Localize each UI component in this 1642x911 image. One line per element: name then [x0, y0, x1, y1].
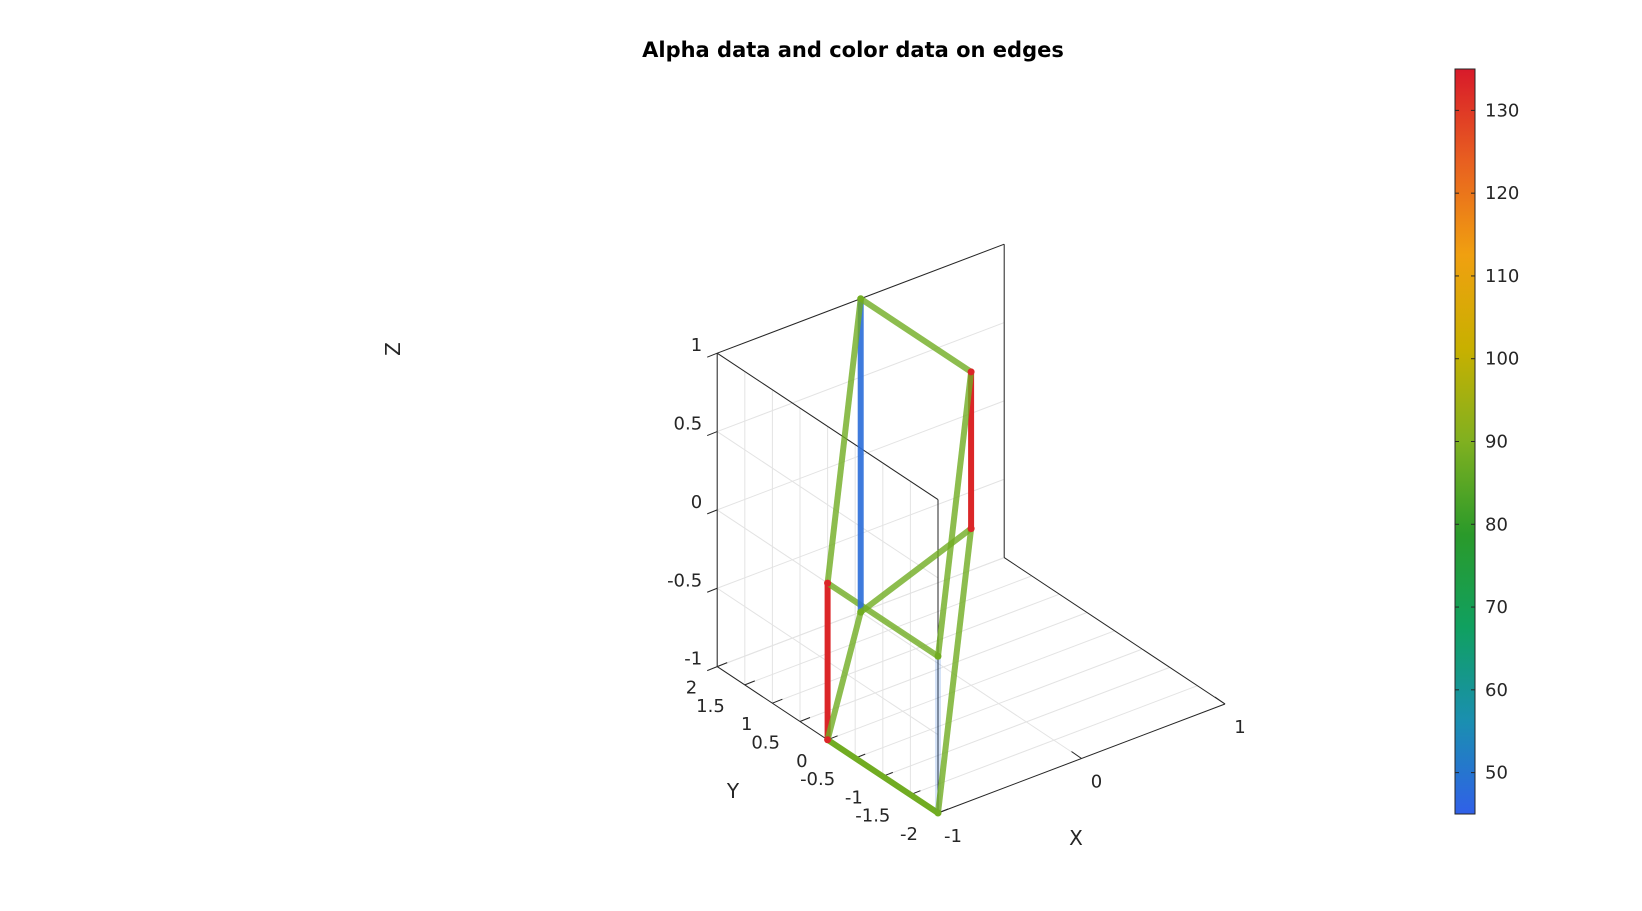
edge-line — [825, 580, 940, 659]
grid-line — [910, 685, 1198, 796]
vertex-marker — [934, 652, 942, 660]
colorbar-tick-label: 50 — [1485, 763, 1508, 784]
colorbar-tick-label: 90 — [1485, 432, 1508, 453]
grid-line — [827, 630, 1115, 741]
x-tick — [1071, 751, 1082, 759]
y-tick-label: -0.5 — [800, 769, 835, 790]
colorbar-tick-label: 80 — [1485, 514, 1508, 535]
vertex-marker — [934, 809, 942, 817]
z-tick-label: 0.5 — [674, 414, 703, 435]
x-tick-label: 1 — [1234, 717, 1245, 738]
y-tick-label: 0.5 — [751, 733, 780, 754]
vertex-marker — [857, 295, 865, 303]
grid-line — [772, 593, 1060, 704]
edge-series — [824, 295, 975, 817]
x-tick-label: 0 — [1091, 772, 1102, 793]
colorbar-tick-label: 130 — [1485, 100, 1519, 121]
y-tick — [717, 662, 728, 668]
z-tick-label: -1 — [684, 649, 702, 670]
y-tick-label: -1.5 — [855, 806, 890, 827]
chart-title: Alpha data and color data on edges — [642, 38, 1064, 62]
y-tick-label: 0 — [796, 751, 807, 772]
edge-line — [824, 298, 864, 584]
colorbar-tick-label: 110 — [1485, 266, 1519, 287]
y-tick — [799, 717, 811, 722]
x-axis-label: X — [1069, 826, 1083, 850]
vertex-marker — [857, 608, 865, 616]
grid-line — [882, 666, 1170, 777]
y-tick-label: 1 — [741, 714, 752, 735]
x-tick — [1214, 696, 1226, 705]
z-tick-label: 0 — [691, 492, 702, 513]
y-tick-label: 2 — [686, 678, 697, 699]
grid-line — [799, 612, 1088, 722]
edge-line — [858, 526, 973, 615]
colorbar-tick-label: 70 — [1485, 597, 1508, 618]
vertex-marker — [967, 368, 975, 376]
edge-line — [824, 611, 864, 741]
vertex-marker — [967, 525, 975, 533]
edge-line — [859, 296, 973, 375]
edge-line — [935, 371, 975, 657]
z-tick — [707, 431, 718, 437]
grid-line — [855, 648, 1143, 759]
edge-line — [825, 737, 940, 816]
grid-line — [744, 575, 1032, 686]
z-tick-label: 1 — [691, 335, 702, 356]
y-tick — [772, 698, 783, 704]
z-tick — [707, 509, 718, 515]
y-axis-label: Y — [726, 779, 740, 803]
z-axis-label: Z — [381, 342, 405, 356]
colorbar: 50 60 70 80 90 100 110 120 130 — [1454, 68, 1519, 815]
colorbar-tick-label: 120 — [1485, 183, 1519, 204]
axis-ticks: -101-2-1.5-1-0.500.511.52-1-0.500.51 — [667, 335, 1246, 847]
vertex-marker — [824, 579, 832, 587]
colorbar-tick-label: 60 — [1485, 680, 1508, 701]
z-tick — [707, 352, 718, 358]
grid-line — [716, 431, 939, 579]
edge-line — [935, 528, 975, 814]
y-tick — [744, 680, 755, 686]
z-tick — [707, 587, 718, 593]
box-edge — [1003, 557, 1226, 705]
x-tick-label: -1 — [944, 826, 962, 847]
z-tick-label: -0.5 — [667, 570, 702, 591]
vertex-marker — [824, 736, 832, 744]
y-tick-label: -1 — [845, 787, 863, 808]
z-tick — [707, 666, 718, 672]
box-edge — [716, 352, 939, 501]
y-tick-label: -2 — [900, 824, 918, 845]
y-tick-label: 1.5 — [696, 696, 725, 717]
colorbar-tick-label: 100 — [1485, 349, 1519, 370]
